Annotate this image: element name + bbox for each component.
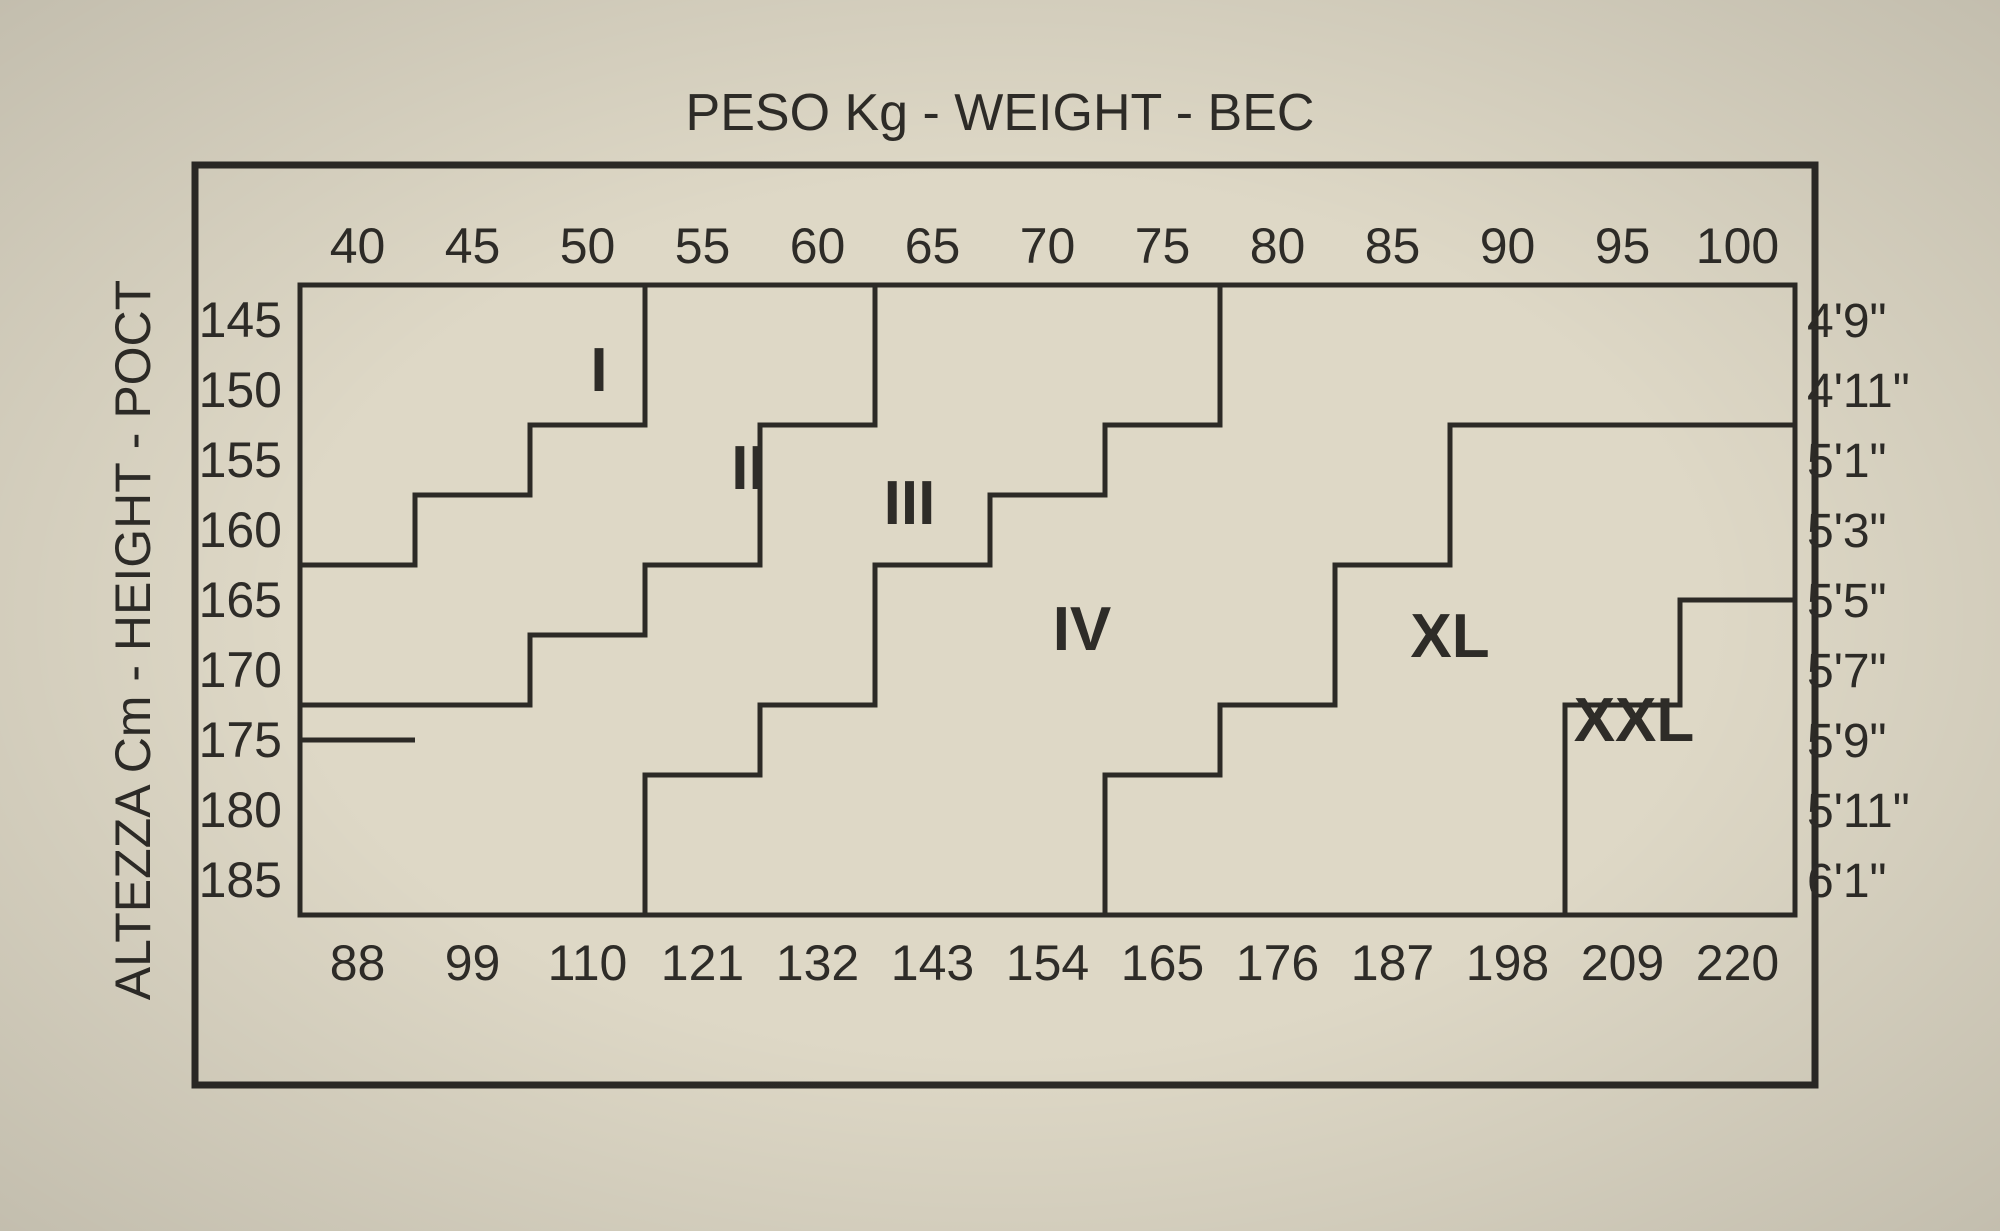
lbs-tick: 187: [1351, 935, 1434, 991]
boundary-III-IV: [645, 285, 1220, 915]
boundary-I-II: [300, 285, 645, 565]
kg-tick: 65: [905, 218, 961, 274]
cm-tick: 175: [199, 712, 282, 768]
boundary-XL-XXL: [1565, 600, 1795, 915]
kg-tick: 100: [1696, 218, 1779, 274]
imp-tick: 5'9": [1807, 715, 1887, 768]
lbs-tick: 165: [1121, 935, 1204, 991]
kg-tick: 95: [1595, 218, 1651, 274]
zone-label: XXL: [1574, 686, 1695, 755]
lbs-tick: 154: [1006, 935, 1089, 991]
left-axis-title: ALTEZZA Cm - HEIGHT - POCT: [105, 280, 161, 1000]
zone-label: I: [590, 336, 607, 405]
cm-tick: 150: [199, 362, 282, 418]
imp-tick: 6'1": [1807, 855, 1887, 908]
lbs-tick: 121: [661, 935, 744, 991]
cm-tick: 155: [199, 432, 282, 488]
kg-tick: 85: [1365, 218, 1421, 274]
lbs-tick: 143: [891, 935, 974, 991]
kg-tick: 40: [330, 218, 386, 274]
kg-tick: 75: [1135, 218, 1191, 274]
lbs-tick: 176: [1236, 935, 1319, 991]
height-cm-ticks: 145 150 155 160 165 170 175 180 185: [199, 292, 282, 908]
kg-tick: 80: [1250, 218, 1306, 274]
kg-tick: 60: [790, 218, 846, 274]
cm-tick: 145: [199, 292, 282, 348]
lbs-tick: 99: [445, 935, 501, 991]
lbs-tick: 220: [1696, 935, 1779, 991]
lbs-tick: 110: [548, 935, 628, 991]
top-axis-title: PESO Kg - WEIGHT - BEC: [686, 84, 1315, 142]
zone-label: XL: [1410, 602, 1489, 671]
imp-tick: 5'11": [1807, 785, 1910, 838]
cm-tick: 180: [199, 782, 282, 838]
kg-tick: 90: [1480, 218, 1536, 274]
zone-boundaries: [300, 285, 1795, 915]
cm-tick: 165: [199, 572, 282, 628]
height-imp-ticks: 4'9" 4'11" 5'1" 5'3" 5'5" 5'7" 5'9" 5'11" 6'1": [1807, 295, 1910, 908]
lbs-tick: 209: [1581, 935, 1664, 991]
lbs-tick: 88: [330, 935, 386, 991]
zone-label: IV: [1053, 595, 1112, 664]
imp-tick: 4'9": [1807, 295, 1887, 348]
kg-tick: 70: [1020, 218, 1076, 274]
imp-tick: 4'11": [1807, 365, 1910, 418]
kg-tick: 50: [560, 218, 616, 274]
imp-tick: 5'5": [1807, 575, 1887, 628]
kg-tick: 55: [675, 218, 731, 274]
cm-tick: 160: [199, 502, 282, 558]
zone-labels: IIIIIIIVXLXXL: [590, 336, 1694, 755]
boundary-II-III: [300, 285, 875, 705]
weight-kg-ticks: 40 45 50 55 60 65 70 75 80 85 90 95 100: [330, 218, 1780, 274]
size-chart: PESO Kg - WEIGHT - BEC ALTEZZA Cm - HEIG…: [0, 0, 2000, 1231]
lbs-tick: 198: [1466, 935, 1549, 991]
kg-tick: 45: [445, 218, 501, 274]
zone-label: III: [884, 469, 936, 538]
chart-plot-outline: [300, 285, 1795, 915]
imp-tick: 5'1": [1807, 435, 1887, 488]
zone-label: II: [731, 434, 765, 503]
cm-tick: 185: [199, 852, 282, 908]
imp-tick: 5'3": [1807, 505, 1887, 558]
weight-lbs-ticks: 88 99 110 121 132 143 154 165 176 187 198 209 220: [330, 935, 1780, 991]
imp-tick: 5'7": [1807, 645, 1887, 698]
cm-tick: 170: [199, 642, 282, 698]
lbs-tick: 132: [776, 935, 859, 991]
